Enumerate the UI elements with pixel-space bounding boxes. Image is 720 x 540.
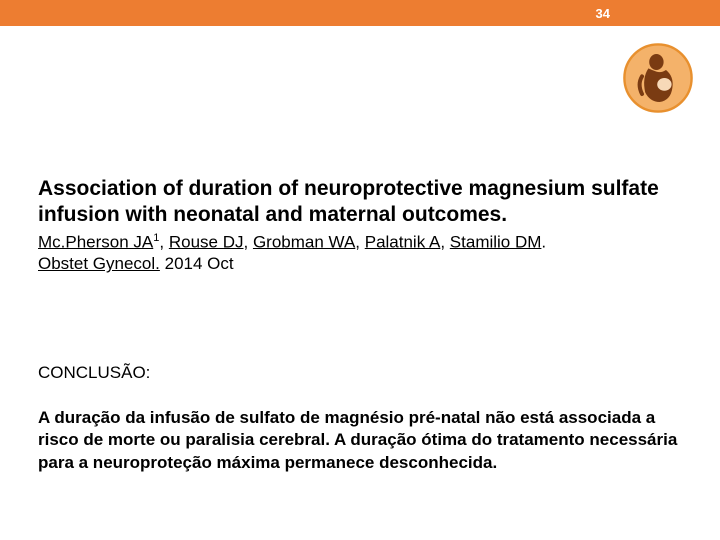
author-link[interactable]: Mc.Pherson JA — [38, 232, 153, 251]
conclusion-text: A duração da infusão de sulfato de magné… — [38, 407, 678, 473]
slide-number: 34 — [596, 6, 610, 21]
author-link[interactable]: Palatnik A — [365, 232, 441, 251]
section-label: CONCLUSÃO: — [38, 363, 682, 383]
journal-line: Obstet Gynecol. 2014 Oct — [38, 253, 682, 275]
author-link[interactable]: Grobman WA — [253, 232, 355, 251]
article-title: Association of duration of neuroprotecti… — [38, 176, 682, 229]
header-bar: 34 — [0, 0, 720, 26]
author-link[interactable]: Rouse DJ — [169, 232, 244, 251]
author-link[interactable]: Stamilio DM — [450, 232, 542, 251]
logo-icon — [618, 38, 698, 118]
journal-date: 2014 Oct — [160, 254, 234, 273]
authors-line: Mc.Pherson JA1, Rouse DJ, Grobman WA, Pa… — [38, 231, 682, 254]
slide-content: Association of duration of neuroprotecti… — [0, 26, 720, 474]
journal-link[interactable]: Obstet Gynecol. — [38, 254, 160, 273]
